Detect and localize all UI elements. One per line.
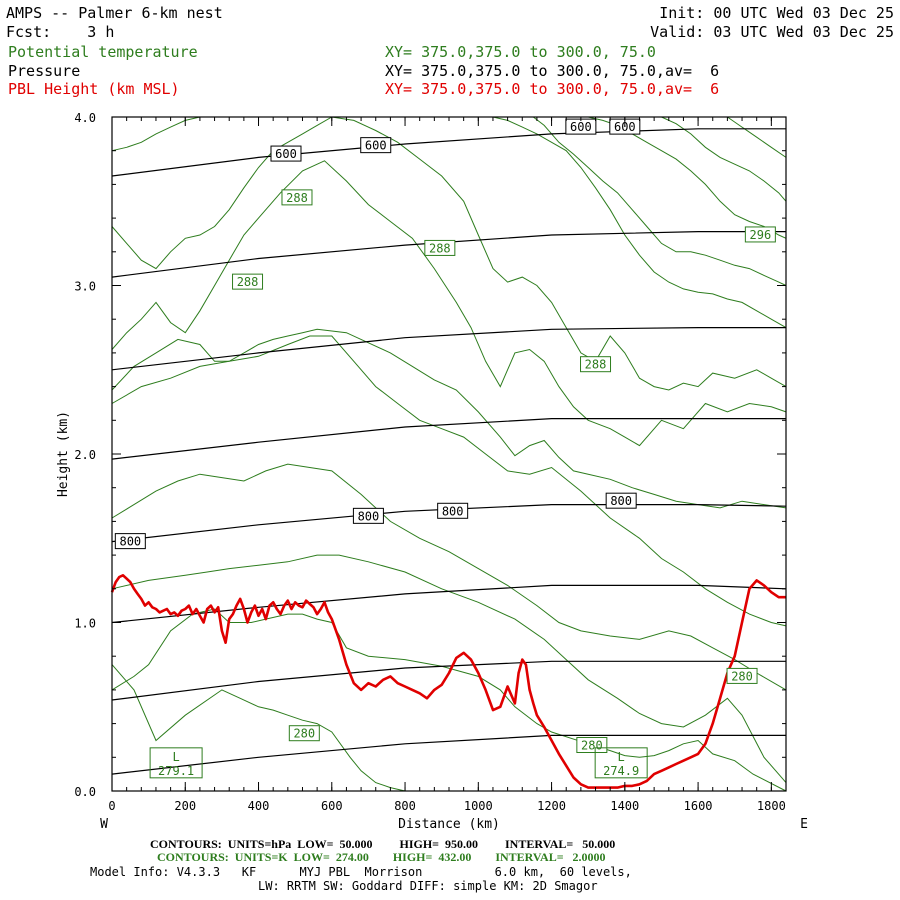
theta-label-2-box [424, 239, 456, 256]
theta-contour-6 [111, 160, 787, 447]
theta-contour-10 [588, 116, 787, 239]
x-axis-label: Distance (km) [398, 817, 500, 832]
x-tick-label-5: 1000 [464, 799, 493, 813]
low-box-0 [149, 747, 203, 779]
x-tick-label-2: 400 [248, 799, 270, 813]
theta-label-0-box [281, 189, 313, 206]
low-marker-0: L [172, 750, 179, 764]
west-label: W [100, 817, 108, 832]
theta-contour-9 [532, 116, 787, 286]
x-tick-label-8: 1600 [684, 799, 713, 813]
y-tick-label-2: 2.0 [74, 448, 96, 462]
low-value-1: 274.9 [603, 764, 639, 778]
theta-contour-8 [111, 116, 787, 329]
cross-section-chart: 600 600 600 600 800 800 800 800 288 288 288 288 296 2… [56, 111, 808, 832]
theta-label-2: 288 [429, 241, 451, 255]
y-axis-label: Height (km) [56, 411, 71, 497]
x-tick-label-6: 1200 [537, 799, 566, 813]
footer-theta-contours: CONTOURS: UNITS=K LOW= 274.00 HIGH= 432.… [157, 850, 606, 864]
theta-contour-2 [111, 554, 787, 783]
theta-contour-1 [111, 608, 787, 792]
theta-label-5-box [288, 725, 320, 742]
x-tick-label-3: 600 [321, 799, 343, 813]
pressure-contour-900 [111, 660, 786, 701]
pbl-height-series [110, 573, 786, 789]
pressure-contour-800 [111, 504, 787, 543]
theta-label-0: 288 [286, 191, 308, 205]
theta-label-4-box [744, 226, 776, 243]
pressure-label-2: 600 [570, 120, 592, 134]
pbl-height-line [110, 573, 786, 789]
theta-contour-12 [727, 116, 787, 158]
low-box-1 [594, 747, 648, 779]
theta-label-7-box [726, 667, 758, 684]
app-title: AMPS -- Palmer 6-km nest [6, 4, 223, 22]
pressure-contour-700 [111, 327, 786, 371]
theta-label-7: 280 [731, 669, 753, 683]
pressure-label-1: 600 [365, 139, 387, 153]
xy-pressure: XY= 375.0,375.0 to 300.0, 75.0,av= 6 [385, 62, 720, 80]
pressure-label-5-box [352, 507, 384, 524]
pressure-contour-600 [111, 128, 786, 177]
y-tick-label-4: 4.0 [74, 111, 96, 125]
pressure-label-5: 800 [358, 509, 380, 523]
pressure-contour-850 [111, 584, 787, 624]
theta-label-4: 296 [750, 228, 772, 242]
pressure-label-0-box [270, 145, 302, 162]
footer-pressure-contours: CONTOURS: UNITS=hPa LOW= 50.000 HIGH= 95… [150, 837, 616, 851]
theta-contours [111, 116, 787, 792]
theta-contour-7 [111, 116, 787, 391]
plot-frame [111, 116, 787, 792]
theta-label-3: 288 [585, 358, 607, 372]
theta-contour-4 [111, 335, 787, 627]
y-tick-label-3: 3.0 [74, 280, 96, 294]
pressure-label-3: 600 [614, 120, 636, 134]
valid-time: Valid: 03 UTC Wed 03 Dec 25 [650, 23, 894, 41]
init-time: Init: 00 UTC Wed 03 Dec 25 [659, 4, 894, 22]
theta-label-5: 280 [293, 727, 315, 741]
theta-label-1: 288 [237, 275, 259, 289]
forecast-hour: Fcst: 3 h [6, 23, 115, 41]
legend-theta: Potential temperature [8, 43, 198, 61]
y-tick-label-0: 0.0 [74, 785, 96, 799]
x-tick-label-0: 0 [108, 799, 115, 813]
contour-labels: 600 600 600 600 800 800 800 800 288 288 288 288 296 2… [114, 118, 776, 779]
x-tick-label-7: 1400 [610, 799, 639, 813]
theta-contour-5 [111, 328, 787, 509]
pressure-label-4-box [114, 533, 146, 550]
x-tick-label-4: 800 [394, 799, 416, 813]
footer-physics: LW: RRTM SW: Goddard DIFF: simple KM: 2D… [258, 879, 598, 893]
axes: 0.0 1.0 2.0 3.0 4.0 0 200 400 600 800 1000 1200 1400… [56, 111, 808, 832]
pressure-contour-950 [111, 734, 786, 775]
pressure-contour-650 [111, 231, 786, 278]
footer-model-info: Model Info: V4.3.3 KF MYJ PBL Morrison 6… [90, 865, 632, 879]
x-tick-label-1: 200 [174, 799, 196, 813]
east-label: E [800, 817, 808, 832]
low-value-0: 279.1 [158, 764, 194, 778]
pressure-label-6-box [437, 502, 469, 519]
theta-label-6: 280 [581, 739, 603, 753]
theta-label-6-box [576, 737, 608, 754]
xy-theta: XY= 375.0,375.0 to 300.0, 75.0 [385, 43, 656, 61]
pressure-label-6: 800 [442, 504, 464, 518]
pressure-label-4: 800 [119, 535, 141, 549]
legend-pressure: Pressure [8, 62, 81, 80]
theta-label-1-box [232, 273, 264, 290]
legend-pbl: PBL Height (km MSL) [8, 80, 180, 98]
xy-pbl: XY= 375.0,375.0 to 300.0, 75.0,av= 6 [385, 80, 720, 98]
y-tick-label-1: 1.0 [74, 617, 96, 631]
low-marker-1: L [618, 750, 625, 764]
pressure-label-1-box [360, 137, 392, 154]
pressure-label-0: 600 [275, 147, 297, 161]
x-tick-label-9: 1800 [757, 799, 786, 813]
theta-label-3-box [580, 356, 612, 373]
theta-contour-3 [111, 463, 787, 691]
pressure-label-7: 800 [610, 494, 632, 508]
theta-contour-0 [111, 664, 406, 792]
pressure-contours [111, 128, 787, 775]
pressure-label-7-box [605, 492, 637, 509]
pressure-contour-750 [111, 418, 786, 460]
